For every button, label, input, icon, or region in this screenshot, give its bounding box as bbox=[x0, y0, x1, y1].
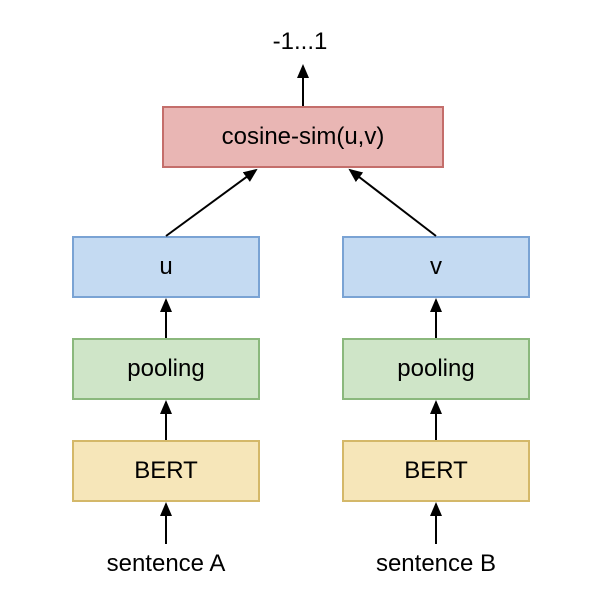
pooling-a-node: pooling bbox=[72, 338, 260, 400]
embedding-u-node: u bbox=[72, 236, 260, 298]
embedding-v-node: v bbox=[342, 236, 530, 298]
pooling-b-node: pooling bbox=[342, 338, 530, 400]
flow-arrows bbox=[0, 0, 600, 609]
input-sentence-a-label: sentence A bbox=[72, 550, 260, 578]
bert-a-node: BERT bbox=[72, 440, 260, 502]
cosine-sim-node: cosine-sim(u,v) bbox=[162, 106, 444, 168]
output-range-label: -1...1 bbox=[0, 28, 600, 56]
bert-b-node: BERT bbox=[342, 440, 530, 502]
input-sentence-b-label: sentence B bbox=[342, 550, 530, 578]
